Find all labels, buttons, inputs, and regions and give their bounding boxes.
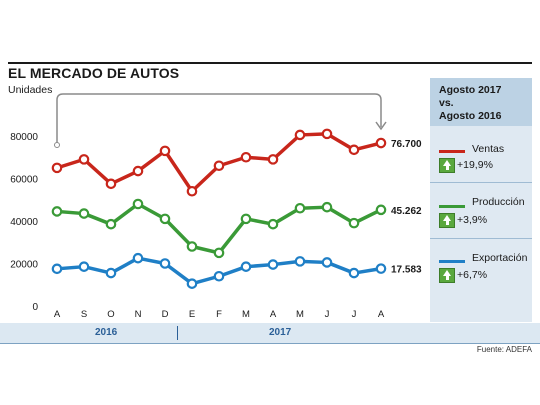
data-point [51,162,63,174]
year-label-2017: 2017 [269,327,292,338]
data-point [375,137,387,149]
data-point [321,201,333,213]
x-tick-label: S [81,309,87,320]
data-point [294,202,306,214]
data-point [213,160,225,172]
x-tick-label: N [135,309,142,320]
x-tick-label: A [378,309,385,320]
x-tick-label: J [325,309,330,320]
data-point [348,144,360,156]
data-point [78,261,90,272]
legend-swatch-produccion [439,205,465,208]
y-tick-label: 40000 [10,217,38,228]
legend-header-line1: Agosto 2017 [439,84,502,96]
x-tick-label: O [107,309,114,320]
x-tick-label: A [270,309,277,320]
legend-panel: Agosto 2017 vs. Agosto 2016 Ventas +19,9… [430,78,532,322]
data-point [348,267,360,279]
data-point [105,178,117,190]
data-point [105,218,117,230]
y-axis-label: Unidades [8,84,53,96]
data-point [267,259,279,270]
data-point [267,154,279,165]
legend-change-ventas: +19,9% [457,159,493,171]
data-point [240,261,252,272]
title-rule [8,62,532,64]
data-point [348,217,360,229]
legend-change-produccion: +3,9% [457,214,488,226]
legend-swatch-exportacion [439,260,465,263]
legend-header-line2: vs. [439,97,454,109]
data-point [132,198,144,210]
series-end-label: 45.262 [391,206,422,217]
data-point [294,256,306,267]
up-arrow-icon [439,213,455,228]
y-tick-label: 60000 [10,175,38,186]
bracket-arrowhead [375,121,387,131]
series-line-1 [55,202,383,255]
y-tick-label: 20000 [10,260,38,271]
data-point [159,213,171,225]
legend-name-exportacion: Exportación [472,252,528,264]
legend-name-ventas: Ventas [472,143,505,155]
x-tick-label: J [352,309,357,320]
data-point [267,218,279,230]
up-arrow-icon [439,158,455,173]
legend-swatch-ventas [439,150,465,153]
data-point [132,165,144,177]
data-point [186,278,198,289]
legend-divider [430,182,532,183]
data-point [186,185,198,197]
data-point [375,263,387,274]
chart-title: EL MERCADO DE AUTOS [8,65,180,81]
y-tick-label: 0 [32,302,38,313]
data-point [159,145,171,157]
data-point [294,129,306,141]
legend-name-produccion: Producción [472,196,525,208]
data-point [78,208,90,219]
data-point [159,258,171,269]
x-tick-label: M [296,309,304,320]
series-end-label: 17.583 [391,265,422,276]
year-label-2016: 2016 [95,327,118,338]
x-tick-label: E [189,309,195,320]
x-tick-label: D [162,309,169,320]
up-arrow-icon [439,268,455,283]
data-point [240,151,252,163]
x-tick-label: A [54,309,61,320]
legend-change-exportacion: +6,7% [457,269,488,281]
x-tick-label: M [242,309,250,320]
bracket-start-marker [54,142,60,148]
comparison-bracket [56,93,382,143]
data-point [375,204,387,216]
data-point [78,154,90,165]
data-point [51,206,63,217]
legend-header: Agosto 2017 vs. Agosto 2016 [430,78,532,126]
series-end-label: 76.700 [391,139,422,150]
year-band-rule [0,343,540,344]
y-tick-label: 80000 [10,132,38,143]
source-note: Fuente: ADEFA [476,345,532,354]
data-point [186,241,198,252]
year-separator [177,326,178,340]
data-point [132,252,144,264]
data-point [51,263,63,275]
data-point [321,128,333,140]
data-point [213,247,225,259]
year-band [0,323,540,343]
data-point [321,257,333,268]
legend-header-line3: Agosto 2016 [439,110,502,122]
data-point [240,213,252,225]
data-point [213,270,225,282]
data-point [105,267,117,279]
legend-divider [430,238,532,239]
x-tick-label: F [216,309,222,320]
